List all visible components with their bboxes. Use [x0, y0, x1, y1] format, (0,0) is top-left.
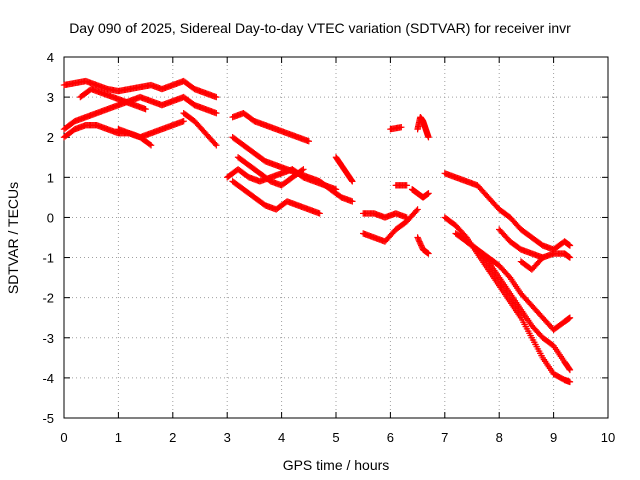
- x-tick-label: 9: [550, 430, 557, 445]
- data-point: [539, 254, 546, 261]
- series-arc-a: [60, 77, 220, 101]
- data-point: [300, 166, 307, 173]
- y-tick-label: 3: [47, 90, 54, 105]
- data-point: [398, 123, 405, 131]
- data-point: [566, 314, 574, 321]
- data-point: [213, 109, 220, 117]
- data-point: [213, 142, 220, 149]
- data-point: [332, 186, 340, 193]
- data-point-trail: [566, 365, 573, 373]
- y-axis-label: SDTVAR / TECUs: [5, 182, 21, 294]
- series-arc-y: [517, 254, 546, 273]
- data-point: [349, 198, 356, 205]
- data-point: [425, 134, 432, 141]
- x-tick-label: 10: [601, 430, 615, 445]
- x-tick-label: 1: [115, 430, 122, 445]
- data-point: [316, 210, 323, 217]
- series-arc-t: [441, 170, 574, 253]
- points-layer: [60, 77, 574, 386]
- y-tick-label: 0: [47, 210, 54, 225]
- y-tick-label: -3: [42, 331, 54, 346]
- data-point: [425, 190, 432, 197]
- data-point-trail: [146, 141, 154, 148]
- x-tick-label: 3: [224, 430, 231, 445]
- series-arc-e: [115, 126, 155, 149]
- data-point: [566, 254, 574, 261]
- series-arc-l: [332, 154, 356, 185]
- series-arc-o: [387, 123, 405, 133]
- x-axis-label: GPS time / hours: [283, 457, 390, 473]
- series-arc-k: [234, 154, 307, 189]
- x-tick-label: 2: [169, 430, 176, 445]
- data-point: [349, 178, 356, 185]
- y-tick-label: -5: [42, 411, 54, 426]
- data-point: [180, 117, 187, 125]
- data-point-trail: [211, 140, 219, 148]
- x-tick-label: 0: [60, 430, 67, 445]
- data-point-trail: [298, 167, 306, 174]
- data-point-trail: [413, 207, 420, 214]
- chart-title: Day 090 of 2025, Sidereal Day-to-day VTE…: [69, 20, 571, 36]
- data-point: [566, 242, 574, 249]
- series-arc-j: [229, 178, 323, 217]
- y-tick-label: -1: [42, 251, 54, 266]
- x-tick-label: 7: [441, 430, 448, 445]
- y-tick-label: -2: [42, 291, 54, 306]
- series-arc-s: [414, 234, 432, 257]
- data-point: [566, 366, 574, 374]
- data-point: [147, 142, 155, 149]
- data-point: [425, 250, 432, 257]
- series-arc-i: [224, 166, 340, 193]
- series-arc-d: [77, 85, 149, 113]
- data-point-trail: [348, 177, 355, 184]
- x-tick-label: 8: [496, 430, 503, 445]
- x-tick-label: 5: [332, 430, 339, 445]
- series-arc-f: [180, 109, 220, 149]
- y-tick-label: 1: [47, 170, 54, 185]
- y-tick-label: 2: [47, 130, 54, 145]
- y-tick-label: 4: [47, 50, 54, 65]
- tick-layer: 0 1 2 3 4 5 6 7 8 9 10 -5 -4 -3 -2 -1 0 1 2 3 4: [42, 50, 615, 445]
- y-tick-label: -4: [42, 371, 54, 386]
- data-point: [305, 138, 312, 145]
- series-arc-q: [392, 182, 410, 189]
- series-arc-n: [360, 206, 421, 245]
- data-point: [566, 378, 574, 386]
- series-arc-p: [414, 113, 432, 141]
- series-arc-r: [408, 186, 432, 201]
- series-arc-w: [463, 238, 574, 333]
- data-point: [403, 182, 410, 189]
- data-point: [414, 206, 421, 213]
- data-point: [213, 93, 220, 101]
- x-tick-label: 4: [278, 430, 285, 445]
- data-point: [142, 105, 149, 113]
- x-tick-label: 6: [387, 430, 394, 445]
- series-arc-g: [229, 109, 312, 145]
- data-point-trail: [538, 255, 545, 263]
- series-arc-m: [360, 210, 410, 221]
